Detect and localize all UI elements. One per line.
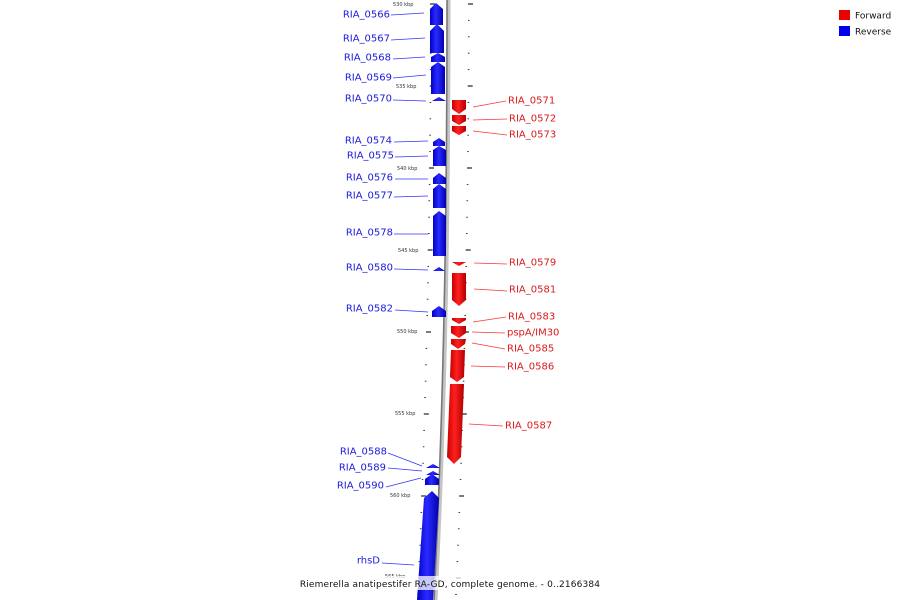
- gene-label-RIA_0587[interactable]: RIA_0587: [505, 421, 552, 432]
- gene-RIA_0577[interactable]: [433, 184, 446, 208]
- gene-label-RIA_0576[interactable]: RIA_0576: [346, 173, 393, 184]
- leader-RIA_0574: [393, 140, 429, 143]
- leader-RIA_0586: [470, 365, 506, 368]
- legend: Forward Reverse: [839, 10, 892, 38]
- gene-label-RIA_0574[interactable]: RIA_0574: [345, 136, 392, 147]
- gene-label-RIA_0571[interactable]: RIA_0571: [508, 96, 555, 107]
- gene-label-RIA_0583[interactable]: RIA_0583: [508, 312, 555, 323]
- gene-label-RIA_0569[interactable]: RIA_0569: [345, 73, 392, 84]
- leader-RIA_0571: [472, 100, 507, 108]
- gene-label-RIA_0575[interactable]: RIA_0575: [347, 151, 394, 162]
- gene-label-RIA_0579[interactable]: RIA_0579: [509, 258, 556, 269]
- gene-label-RIA_0572[interactable]: RIA_0572: [509, 114, 556, 125]
- scale-label-550: 550 kbp: [397, 329, 417, 335]
- caption-box: Riemerella anatipestifer RA-GD, complete…: [300, 576, 600, 590]
- leader-RIA_0570: [392, 99, 427, 102]
- gene-RIA_0580[interactable]: [433, 267, 445, 271]
- leader-RIA_0569: [392, 74, 427, 79]
- gene-label-RIA_0570[interactable]: RIA_0570: [345, 94, 392, 105]
- forward-leader-lines: [468, 100, 508, 427]
- gene-RIA_0579[interactable]: [452, 262, 466, 266]
- forward-gene-labels: RIA_0571 RIA_0572 RIA_0573 RIA_0579 RIA_…: [505, 96, 559, 432]
- leader-RIA_0583: [472, 316, 507, 323]
- gene-label-RIA_0588[interactable]: RIA_0588: [340, 447, 387, 458]
- leader-RIA_0581: [473, 288, 508, 292]
- gene-RIA_0572[interactable]: [452, 115, 466, 125]
- scale-label-560: 560 kbp: [390, 493, 410, 499]
- leader-RIA_0577: [393, 195, 429, 198]
- gene-RIA_0590[interactable]: [425, 474, 439, 485]
- scale-label-530: 530 kbp: [393, 2, 413, 8]
- gene-RIA_0566[interactable]: [430, 3, 443, 25]
- gene-label-RIA_0585[interactable]: RIA_0585: [507, 344, 554, 355]
- gene-label-RIA_0573[interactable]: RIA_0573: [509, 130, 556, 141]
- legend-reverse-swatch: [839, 26, 850, 36]
- gene-label-RIA_0589[interactable]: RIA_0589: [339, 463, 386, 474]
- gene-RIA_0569[interactable]: [431, 62, 445, 94]
- scale-labels: 530 kbp 535 kbp 540 kbp 545 kbp 550 kbp …: [385, 2, 418, 580]
- gene-RIA_0585[interactable]: [451, 339, 466, 349]
- reverse-strand-genes: [417, 3, 446, 600]
- leader-RIA_0579: [473, 262, 508, 265]
- reverse-leader-lines: [381, 12, 429, 566]
- leader-RIA_0572: [472, 118, 508, 121]
- gene-RIA_0581[interactable]: [452, 273, 466, 306]
- gene-RIA_0586[interactable]: [450, 350, 465, 382]
- genome-caption: Riemerella anatipestifer RA-GD, complete…: [300, 580, 600, 590]
- gene-RIA_0576[interactable]: [433, 173, 446, 184]
- leader-RIA_0575: [394, 155, 429, 158]
- gene-label-RIA_0590[interactable]: RIA_0590: [337, 481, 384, 492]
- leader-rhsD: [381, 562, 415, 566]
- gene-label-RIA_0568[interactable]: RIA_0568: [344, 53, 391, 64]
- gene-label-RIA_0581[interactable]: RIA_0581: [509, 285, 556, 296]
- gene-label-RIA_0578[interactable]: RIA_0578: [346, 228, 393, 239]
- leader-RIA_0567: [390, 37, 426, 41]
- gene-RIA_0587[interactable]: [447, 384, 464, 464]
- gene-RIA_0588[interactable]: [426, 464, 440, 468]
- gene-label-RIA_0580[interactable]: RIA_0580: [346, 263, 393, 274]
- leader-RIA_0573: [472, 130, 508, 136]
- leader-RIA_0587: [468, 423, 504, 427]
- gene-RIA_0582[interactable]: [432, 306, 446, 317]
- leader-pspA-IM30: [471, 331, 506, 334]
- forward-strand-genes: [447, 100, 466, 464]
- legend-reverse-label: Reverse: [855, 28, 892, 38]
- gene-RIA_0571[interactable]: [452, 100, 466, 114]
- gene-label-pspA-IM30[interactable]: pspA/IM30: [507, 328, 559, 339]
- scale-label-535: 535 kbp: [396, 84, 416, 90]
- scale-label-555: 555 kbp: [395, 411, 415, 417]
- gene-RIA_0567[interactable]: [430, 24, 444, 53]
- gene-RIA_0573[interactable]: [452, 126, 466, 135]
- caption-background: [300, 576, 600, 590]
- gene-pspA-IM30[interactable]: [451, 326, 466, 338]
- leader-RIA_0580: [393, 268, 429, 271]
- legend-forward-swatch: [839, 10, 850, 20]
- leader-RIA_0589: [387, 467, 423, 472]
- gene-label-RIA_0577[interactable]: RIA_0577: [346, 191, 393, 202]
- scale-label-540: 540 kbp: [397, 166, 417, 172]
- gene-label-RIA_0566[interactable]: RIA_0566: [343, 10, 390, 21]
- gene-RIA_0578[interactable]: [433, 211, 446, 256]
- leader-RIA_0582: [394, 309, 429, 313]
- leader-RIA_0568: [392, 56, 426, 60]
- backbone-shadow: [434, 0, 451, 600]
- leader-RIA_0585: [471, 342, 506, 350]
- legend-forward-label: Forward: [855, 12, 891, 22]
- leader-RIA_0590: [385, 477, 422, 488]
- gene-RIA_0589[interactable]: [426, 471, 440, 475]
- gene-RIA_0583[interactable]: [452, 318, 466, 324]
- gene-label-RIA_0567[interactable]: RIA_0567: [343, 34, 390, 45]
- gene-RIA_0568[interactable]: [431, 53, 445, 62]
- gene-rhsD[interactable]: [417, 491, 439, 600]
- leader-RIA_0588: [387, 452, 423, 467]
- leader-RIA_0566: [390, 12, 425, 16]
- gene-label-RIA_0586[interactable]: RIA_0586: [507, 362, 554, 373]
- gene-RIA_0570[interactable]: [432, 97, 446, 101]
- gene-label-rhsD[interactable]: rhsD: [357, 556, 380, 567]
- scale-label-545: 545 kbp: [398, 248, 418, 254]
- gene-label-RIA_0582[interactable]: RIA_0582: [346, 304, 393, 315]
- gene-RIA_0574[interactable]: [433, 138, 445, 146]
- reverse-gene-labels: RIA_0566 RIA_0567 RIA_0568 RIA_0569 RIA_…: [337, 10, 394, 567]
- gene-RIA_0575[interactable]: [433, 146, 446, 166]
